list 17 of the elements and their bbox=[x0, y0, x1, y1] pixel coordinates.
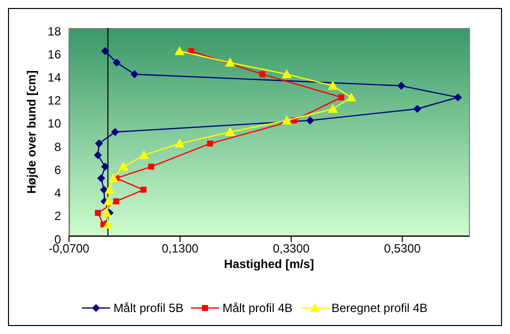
y-tick-label: 2 bbox=[54, 209, 62, 224]
y-tick-label: 4 bbox=[54, 186, 62, 200]
x-tick-label: 0,1300 bbox=[162, 242, 199, 256]
y-tick-label: 10 bbox=[48, 116, 62, 131]
y-tick-label: 16 bbox=[48, 47, 62, 62]
y-axis-title: Højde over bund [cm] bbox=[24, 70, 38, 194]
x-tick-label: 0,5300 bbox=[384, 242, 422, 256]
y-tick-label: 14 bbox=[48, 70, 62, 84]
x-tick-label: 0,3300 bbox=[272, 242, 310, 256]
y-tick-label: 12 bbox=[48, 94, 62, 108]
y-tick-label: 18 bbox=[48, 24, 62, 38]
legend-label: Målt profil 4B bbox=[222, 301, 292, 315]
y-tick-label: 8 bbox=[54, 140, 62, 154]
y-tick-label: 6 bbox=[54, 162, 62, 177]
x-axis-title: Hastighed [m/s] bbox=[224, 257, 314, 271]
legend-label: Beregnet profil 4B bbox=[332, 301, 428, 315]
legend-label: Målt profil 5B bbox=[113, 301, 184, 315]
